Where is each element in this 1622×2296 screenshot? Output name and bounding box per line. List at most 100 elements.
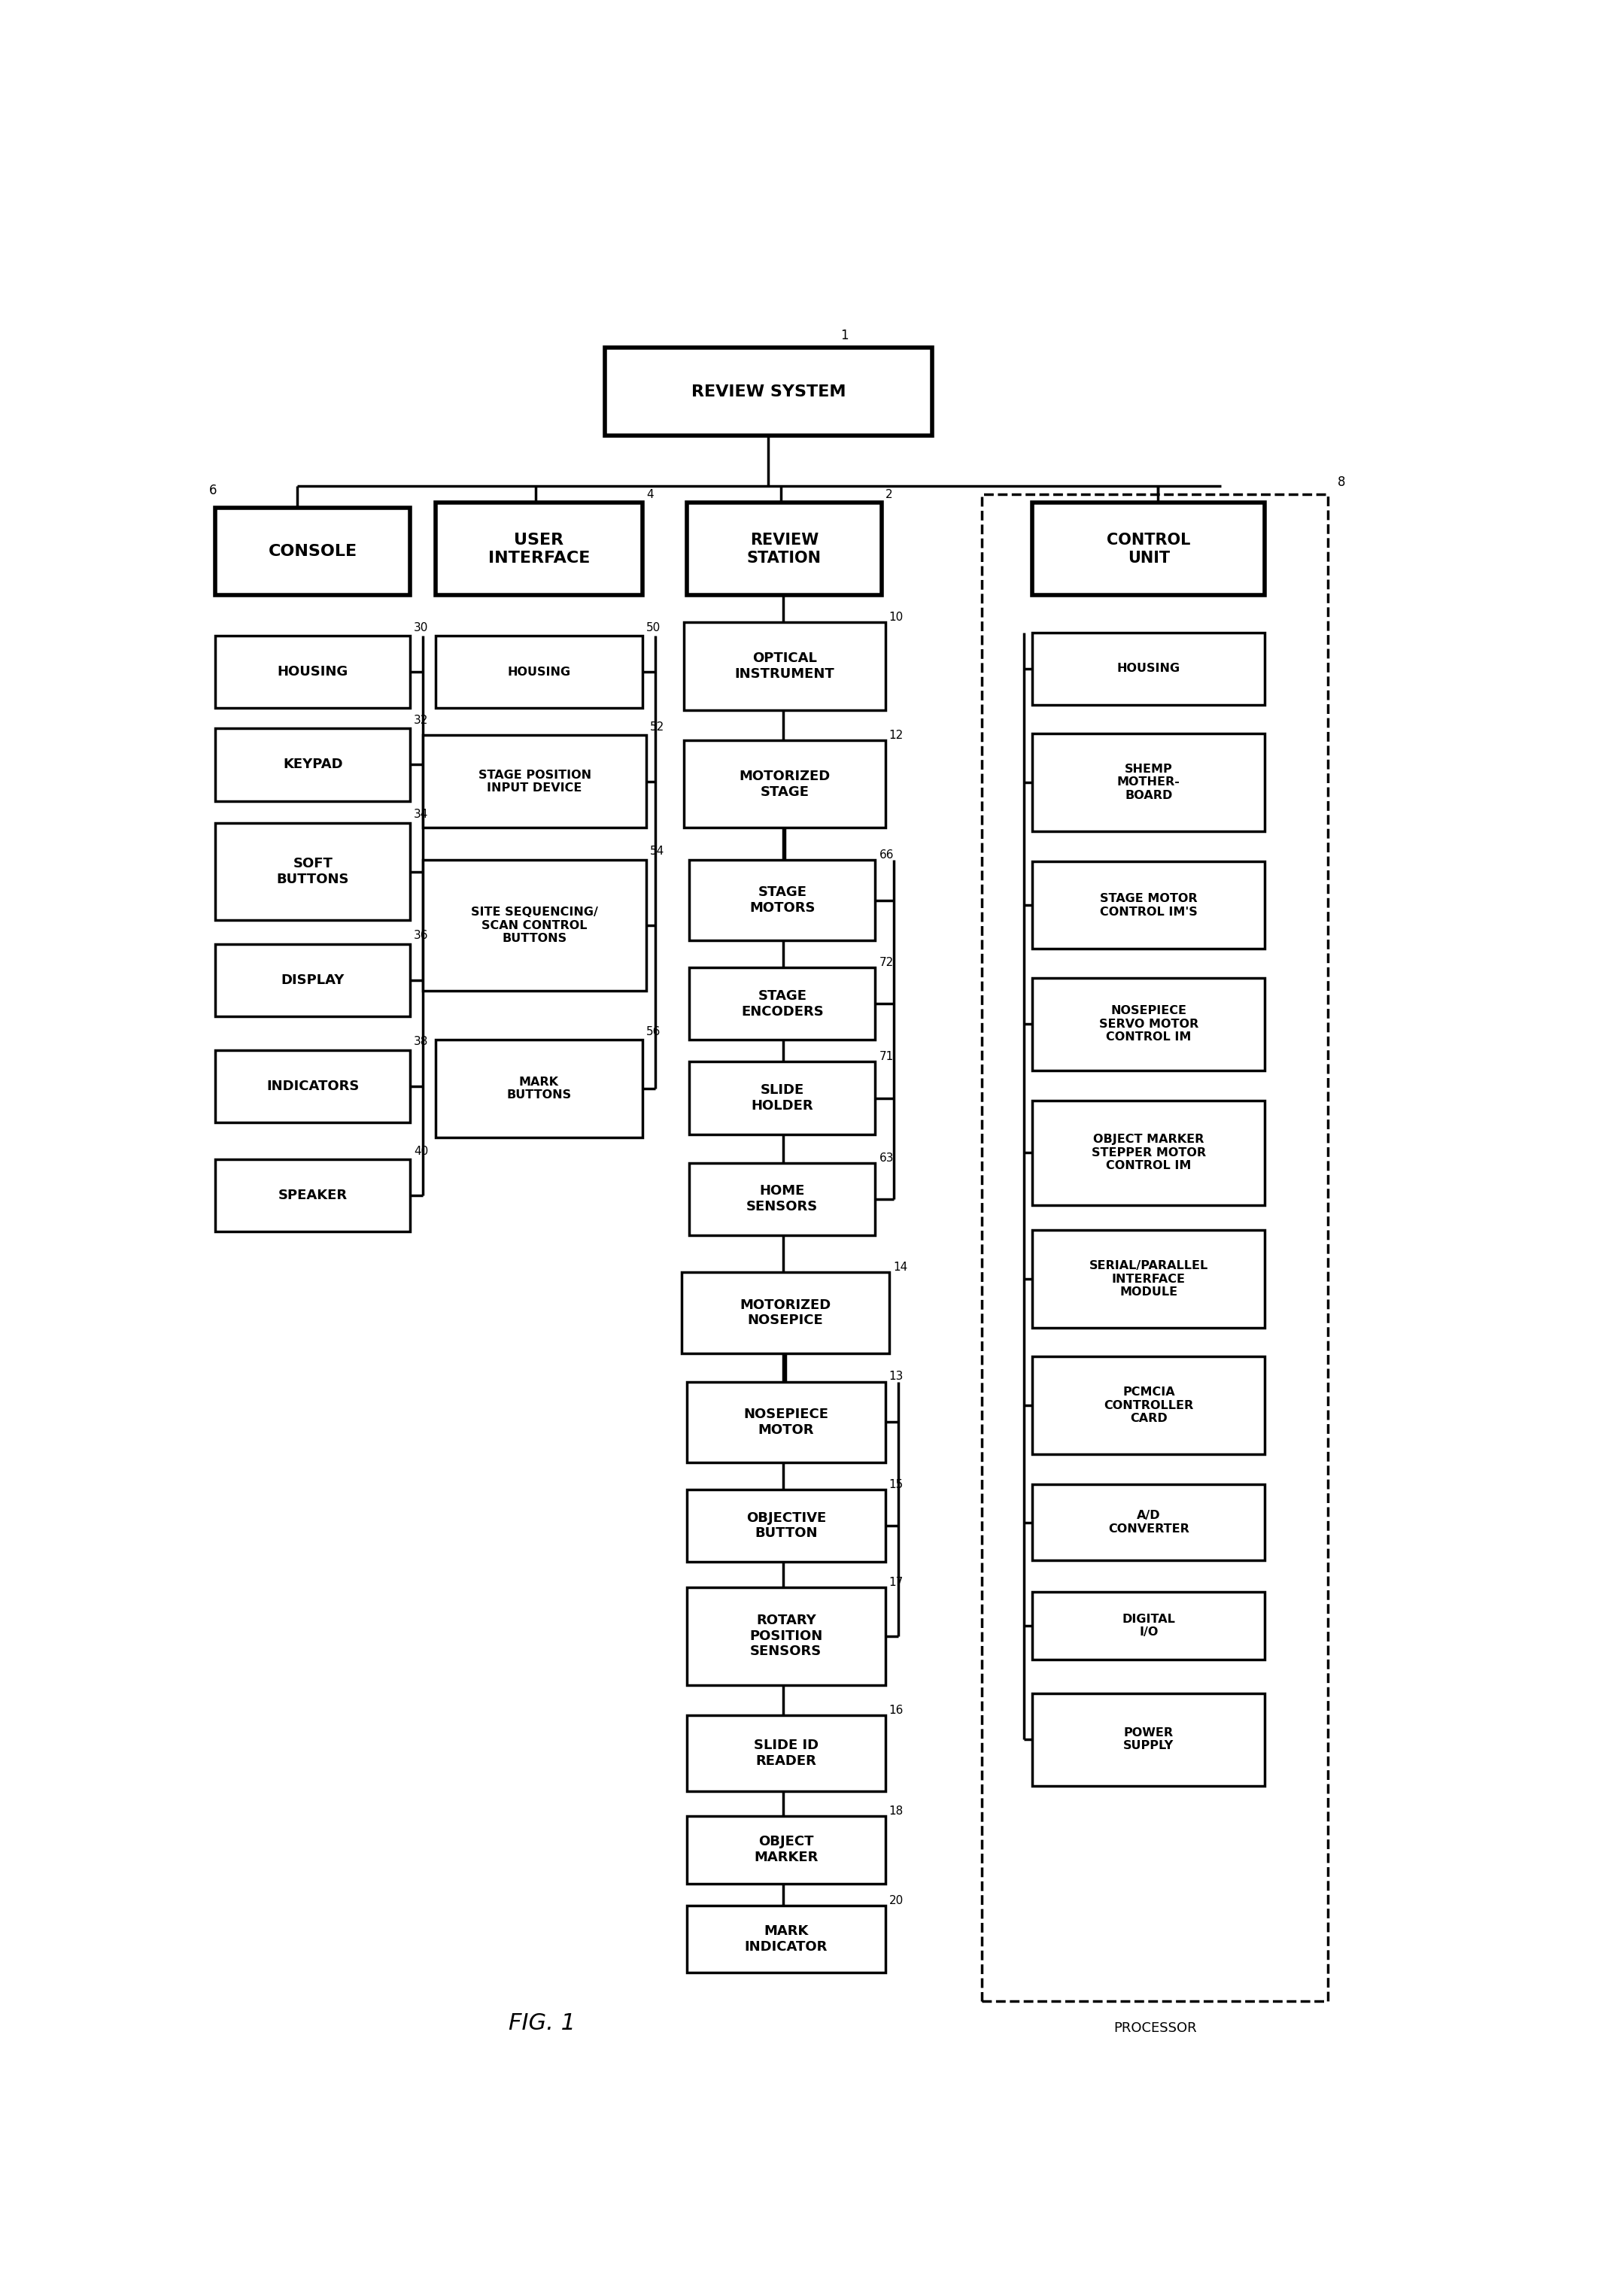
Text: 34: 34 <box>414 808 428 820</box>
Text: ROTARY
POSITION
SENSORS: ROTARY POSITION SENSORS <box>749 1614 822 1658</box>
Text: 15: 15 <box>889 1479 903 1490</box>
Text: 40: 40 <box>414 1146 428 1157</box>
Text: KEYPAD: KEYPAD <box>282 758 342 771</box>
FancyBboxPatch shape <box>423 735 647 829</box>
Text: 54: 54 <box>650 845 665 856</box>
FancyBboxPatch shape <box>1033 1357 1265 1453</box>
Text: 30: 30 <box>414 622 428 634</box>
Text: OBJECT MARKER
STEPPER MOTOR
CONTROL IM: OBJECT MARKER STEPPER MOTOR CONTROL IM <box>1092 1134 1205 1171</box>
Text: SERIAL/PARALLEL
INTERFACE
MODULE: SERIAL/PARALLEL INTERFACE MODULE <box>1088 1261 1208 1297</box>
Text: HOUSING: HOUSING <box>277 666 349 680</box>
FancyBboxPatch shape <box>216 1159 410 1233</box>
FancyBboxPatch shape <box>983 494 1328 2002</box>
Text: FIG. 1: FIG. 1 <box>509 2011 576 2034</box>
FancyBboxPatch shape <box>1033 631 1265 705</box>
Text: SOFT
BUTTONS: SOFT BUTTONS <box>276 856 349 886</box>
Text: 16: 16 <box>889 1704 903 1715</box>
Text: SPEAKER: SPEAKER <box>277 1189 347 1203</box>
Text: SHEMP
MOTHER-
BOARD: SHEMP MOTHER- BOARD <box>1118 765 1181 801</box>
FancyBboxPatch shape <box>216 728 410 801</box>
Text: HOUSING: HOUSING <box>508 666 571 677</box>
FancyBboxPatch shape <box>423 859 647 992</box>
FancyBboxPatch shape <box>686 1715 886 1791</box>
Text: 63: 63 <box>879 1153 894 1164</box>
FancyBboxPatch shape <box>689 1061 876 1134</box>
FancyBboxPatch shape <box>686 1587 886 1685</box>
Text: OPTICAL
INSTRUMENT: OPTICAL INSTRUMENT <box>735 652 835 680</box>
Text: STAGE MOTOR
CONTROL IM'S: STAGE MOTOR CONTROL IM'S <box>1100 893 1197 918</box>
FancyBboxPatch shape <box>435 503 642 595</box>
Text: MOTORIZED
STAGE: MOTORIZED STAGE <box>740 769 830 799</box>
FancyBboxPatch shape <box>686 1490 886 1561</box>
Text: DISPLAY: DISPLAY <box>281 974 344 987</box>
FancyBboxPatch shape <box>686 1382 886 1463</box>
Text: 4: 4 <box>647 489 654 501</box>
Text: PCMCIA
CONTROLLER
CARD: PCMCIA CONTROLLER CARD <box>1105 1387 1194 1424</box>
Text: DIGITAL
I/O: DIGITAL I/O <box>1122 1614 1176 1637</box>
Text: 13: 13 <box>889 1371 903 1382</box>
FancyBboxPatch shape <box>684 622 886 709</box>
Text: 71: 71 <box>879 1052 894 1063</box>
FancyBboxPatch shape <box>1033 503 1265 595</box>
FancyBboxPatch shape <box>686 1816 886 1883</box>
Text: CONTROL
UNIT: CONTROL UNIT <box>1106 533 1191 565</box>
Text: 2: 2 <box>886 489 892 501</box>
FancyBboxPatch shape <box>216 507 410 595</box>
FancyBboxPatch shape <box>1033 861 1265 948</box>
Text: NOSEPIECE
SERVO MOTOR
CONTROL IM: NOSEPIECE SERVO MOTOR CONTROL IM <box>1100 1006 1199 1042</box>
Text: HOUSING: HOUSING <box>1118 664 1181 675</box>
FancyBboxPatch shape <box>689 859 876 941</box>
Text: SLIDE
HOLDER: SLIDE HOLDER <box>751 1084 813 1114</box>
Text: CONSOLE: CONSOLE <box>268 544 357 560</box>
Text: POWER
SUPPLY: POWER SUPPLY <box>1124 1727 1174 1752</box>
Text: STAGE
MOTORS: STAGE MOTORS <box>749 886 816 914</box>
FancyBboxPatch shape <box>216 1049 410 1123</box>
FancyBboxPatch shape <box>216 944 410 1017</box>
Text: 52: 52 <box>650 721 665 732</box>
FancyBboxPatch shape <box>216 822 410 921</box>
FancyBboxPatch shape <box>686 503 882 595</box>
Text: 20: 20 <box>889 1894 903 1906</box>
Text: 38: 38 <box>414 1035 428 1047</box>
Text: 6: 6 <box>209 484 217 498</box>
Text: HOME
SENSORS: HOME SENSORS <box>746 1185 817 1215</box>
Text: SLIDE ID
READER: SLIDE ID READER <box>754 1738 819 1768</box>
Text: 17: 17 <box>889 1577 903 1589</box>
Text: OBJECTIVE
BUTTON: OBJECTIVE BUTTON <box>746 1511 826 1541</box>
FancyBboxPatch shape <box>681 1272 889 1352</box>
FancyBboxPatch shape <box>1033 1100 1265 1205</box>
FancyBboxPatch shape <box>435 636 642 707</box>
FancyBboxPatch shape <box>689 1162 876 1235</box>
Text: 10: 10 <box>889 611 903 622</box>
Text: NOSEPIECE
MOTOR: NOSEPIECE MOTOR <box>743 1407 829 1437</box>
Text: MARK
INDICATOR: MARK INDICATOR <box>744 1924 827 1954</box>
FancyBboxPatch shape <box>1033 1231 1265 1327</box>
Text: 56: 56 <box>647 1026 662 1038</box>
Text: MARK
BUTTONS: MARK BUTTONS <box>506 1077 571 1102</box>
Text: OBJECT
MARKER: OBJECT MARKER <box>754 1835 817 1864</box>
Text: MOTORIZED
NOSEPICE: MOTORIZED NOSEPICE <box>740 1297 830 1327</box>
Text: 18: 18 <box>889 1805 903 1816</box>
Text: REVIEW SYSTEM: REVIEW SYSTEM <box>691 383 845 400</box>
FancyBboxPatch shape <box>435 1040 642 1137</box>
Text: 72: 72 <box>879 957 894 969</box>
FancyBboxPatch shape <box>689 967 876 1040</box>
Text: 66: 66 <box>879 850 894 861</box>
FancyBboxPatch shape <box>684 739 886 829</box>
Text: 50: 50 <box>647 622 662 634</box>
Text: USER
INTERFACE: USER INTERFACE <box>488 533 590 565</box>
Text: 1: 1 <box>840 328 848 342</box>
Text: 8: 8 <box>1338 475 1346 489</box>
Text: INDICATORS: INDICATORS <box>266 1079 358 1093</box>
Text: 36: 36 <box>414 930 428 941</box>
FancyBboxPatch shape <box>216 636 410 707</box>
FancyBboxPatch shape <box>1033 1692 1265 1786</box>
Text: STAGE
ENCODERS: STAGE ENCODERS <box>741 990 824 1019</box>
Text: A/D
CONVERTER: A/D CONVERTER <box>1108 1511 1189 1534</box>
Text: 32: 32 <box>414 714 428 726</box>
Text: REVIEW
STATION: REVIEW STATION <box>746 533 821 565</box>
FancyBboxPatch shape <box>605 349 933 436</box>
Text: SITE SEQUENCING/
SCAN CONTROL
BUTTONS: SITE SEQUENCING/ SCAN CONTROL BUTTONS <box>470 907 599 944</box>
Text: 12: 12 <box>889 730 903 742</box>
FancyBboxPatch shape <box>1033 978 1265 1070</box>
